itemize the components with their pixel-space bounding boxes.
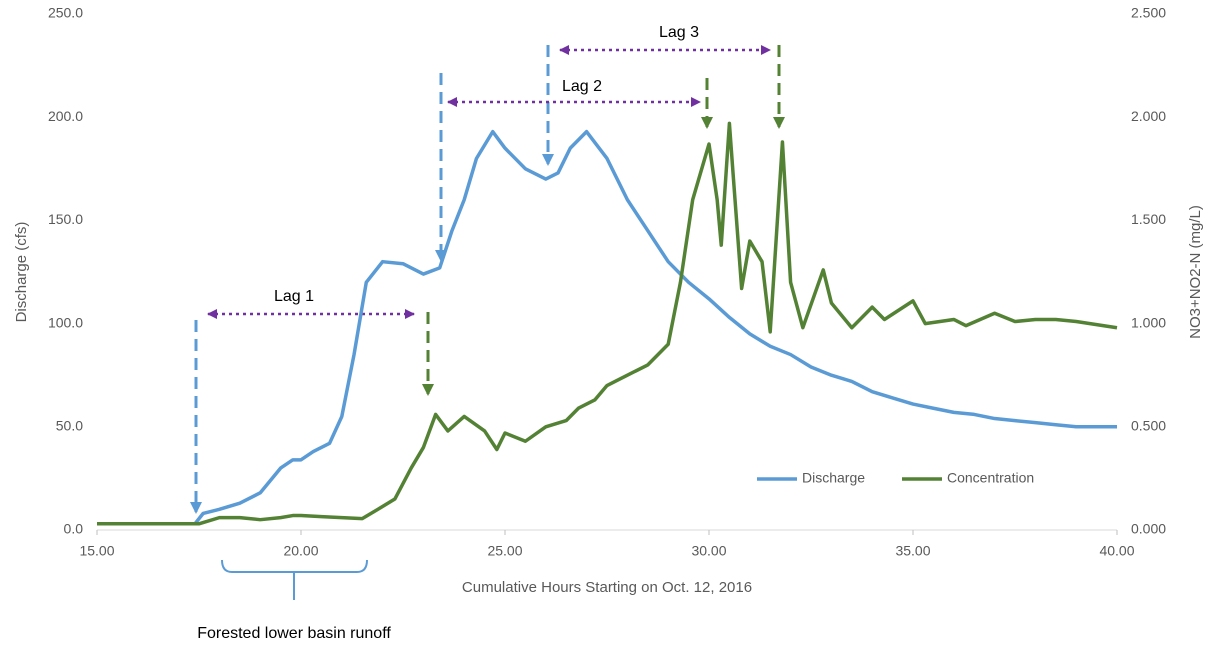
x-tick-label: 25.00: [487, 543, 522, 559]
x-tick-label: 40.00: [1099, 543, 1134, 559]
x-axis-label: Cumulative Hours Starting on Oct. 12, 20…: [462, 579, 752, 596]
bracket: [221, 559, 368, 600]
x-tick-label: 35.00: [895, 543, 930, 559]
y2-tick-label: 1.000: [1131, 314, 1166, 330]
y-tick-label: 100.0: [48, 314, 83, 330]
series-line: [97, 129, 1117, 526]
x-tick-label: 20.00: [283, 543, 318, 559]
annotation: Forested lower basin runoff: [197, 625, 391, 642]
legend-label: Discharge: [802, 470, 865, 486]
series-line: [97, 121, 1118, 526]
y2-tick-label: 1.500: [1131, 211, 1166, 227]
y-axis-label: Discharge (cfs): [13, 222, 30, 323]
y-tick-label: 200.0: [48, 108, 83, 124]
x-tick-label: 30.00: [691, 543, 726, 559]
annotations: [190, 45, 785, 600]
y2-axis-label: NO3+NO2-N (mg/L): [1187, 205, 1204, 339]
annotation: Lag 3: [659, 24, 699, 41]
y-tick-label: 0.0: [64, 521, 84, 537]
y2-tick-label: 2.500: [1131, 5, 1166, 21]
x-tick-label: 15.00: [79, 543, 114, 559]
annotation: Lag 2: [562, 78, 602, 95]
annotation: Lag 1: [274, 288, 314, 305]
y2-tick-label: 0.500: [1131, 418, 1166, 434]
y-tick-label: 150.0: [48, 211, 83, 227]
y-tick-label: 50.0: [56, 418, 83, 434]
y-tick-label: 250.0: [48, 5, 83, 21]
legend-label: Concentration: [947, 470, 1034, 486]
y2-tick-label: 2.000: [1131, 108, 1166, 124]
y2-tick-label: 0.000: [1131, 521, 1166, 537]
